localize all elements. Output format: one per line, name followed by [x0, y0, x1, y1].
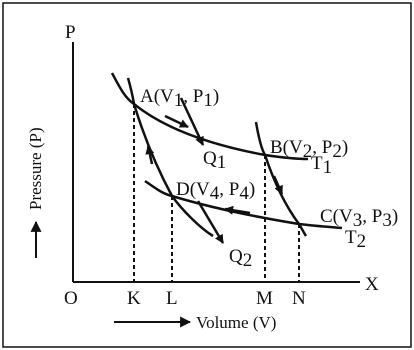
- tick-label-l: L: [166, 288, 178, 309]
- y-axis-title: Pressure (P): [26, 127, 45, 210]
- x-axis-title: Volume (V): [196, 313, 276, 332]
- isotherm-t2-label: T2: [345, 227, 366, 252]
- heat-in-arrow: [179, 97, 205, 146]
- isotherm-t1-curve: [110, 72, 309, 161]
- arrow-d-to-a: [145, 145, 155, 165]
- point-b-label: B(V2, P2): [270, 137, 348, 162]
- point-a-label: A(V1, P1): [140, 86, 219, 111]
- outer-border: [2, 2, 412, 348]
- x-axis-symbol: X: [365, 274, 379, 295]
- origin-label: O: [64, 288, 78, 309]
- isotherm-t1-label: T1: [311, 153, 332, 178]
- arrow-c-to-d: [224, 205, 251, 215]
- heat-in-label: Q1: [203, 148, 226, 173]
- tick-label-k: K: [127, 288, 141, 309]
- point-d-label: D(V4, P4): [176, 179, 255, 204]
- heat-out-arrow: [196, 200, 225, 244]
- tick-label-m: M: [256, 288, 273, 309]
- tick-label-n: N: [292, 288, 306, 309]
- y-axis-symbol: P: [65, 22, 76, 43]
- point-c-label: C(V3, P3): [320, 206, 398, 231]
- arrow-a-to-b: [164, 114, 189, 129]
- arrow-b-to-c: [272, 175, 284, 195]
- heat-out-label: Q2: [229, 246, 252, 271]
